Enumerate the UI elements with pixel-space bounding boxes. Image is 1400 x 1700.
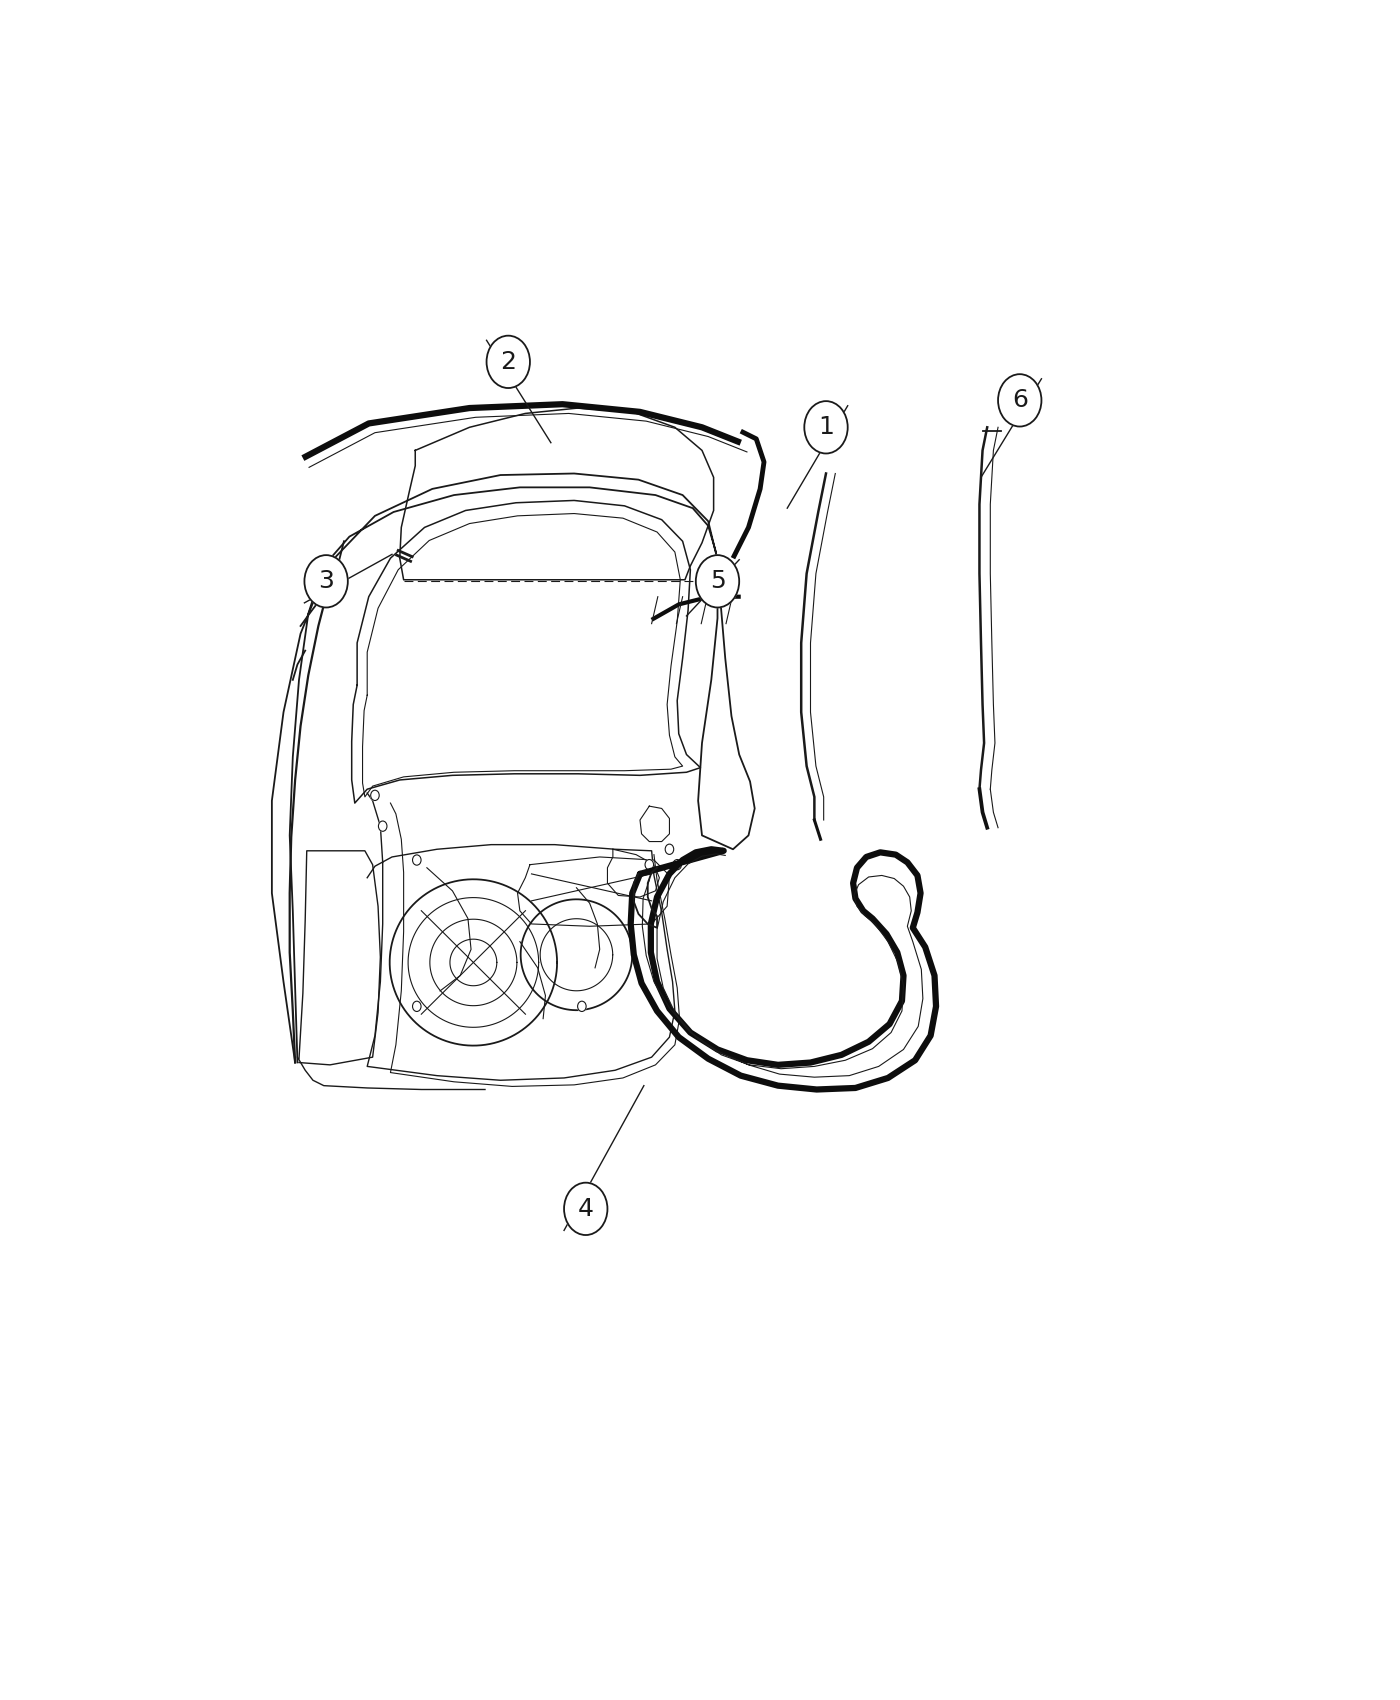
Circle shape — [665, 845, 673, 855]
Text: 4: 4 — [578, 1197, 594, 1221]
Circle shape — [564, 1183, 608, 1234]
Circle shape — [371, 790, 379, 801]
Circle shape — [487, 335, 531, 388]
Circle shape — [998, 374, 1042, 427]
Text: 5: 5 — [710, 570, 725, 593]
Circle shape — [645, 860, 654, 870]
Text: 3: 3 — [318, 570, 335, 593]
Circle shape — [804, 401, 848, 454]
Text: 6: 6 — [1012, 388, 1028, 413]
Circle shape — [673, 860, 682, 870]
Circle shape — [304, 556, 347, 607]
Circle shape — [378, 821, 386, 831]
Circle shape — [578, 1001, 587, 1012]
Text: 1: 1 — [818, 415, 834, 439]
Text: 2: 2 — [500, 350, 517, 374]
Circle shape — [413, 855, 421, 865]
Circle shape — [696, 556, 739, 607]
Circle shape — [413, 1001, 421, 1012]
